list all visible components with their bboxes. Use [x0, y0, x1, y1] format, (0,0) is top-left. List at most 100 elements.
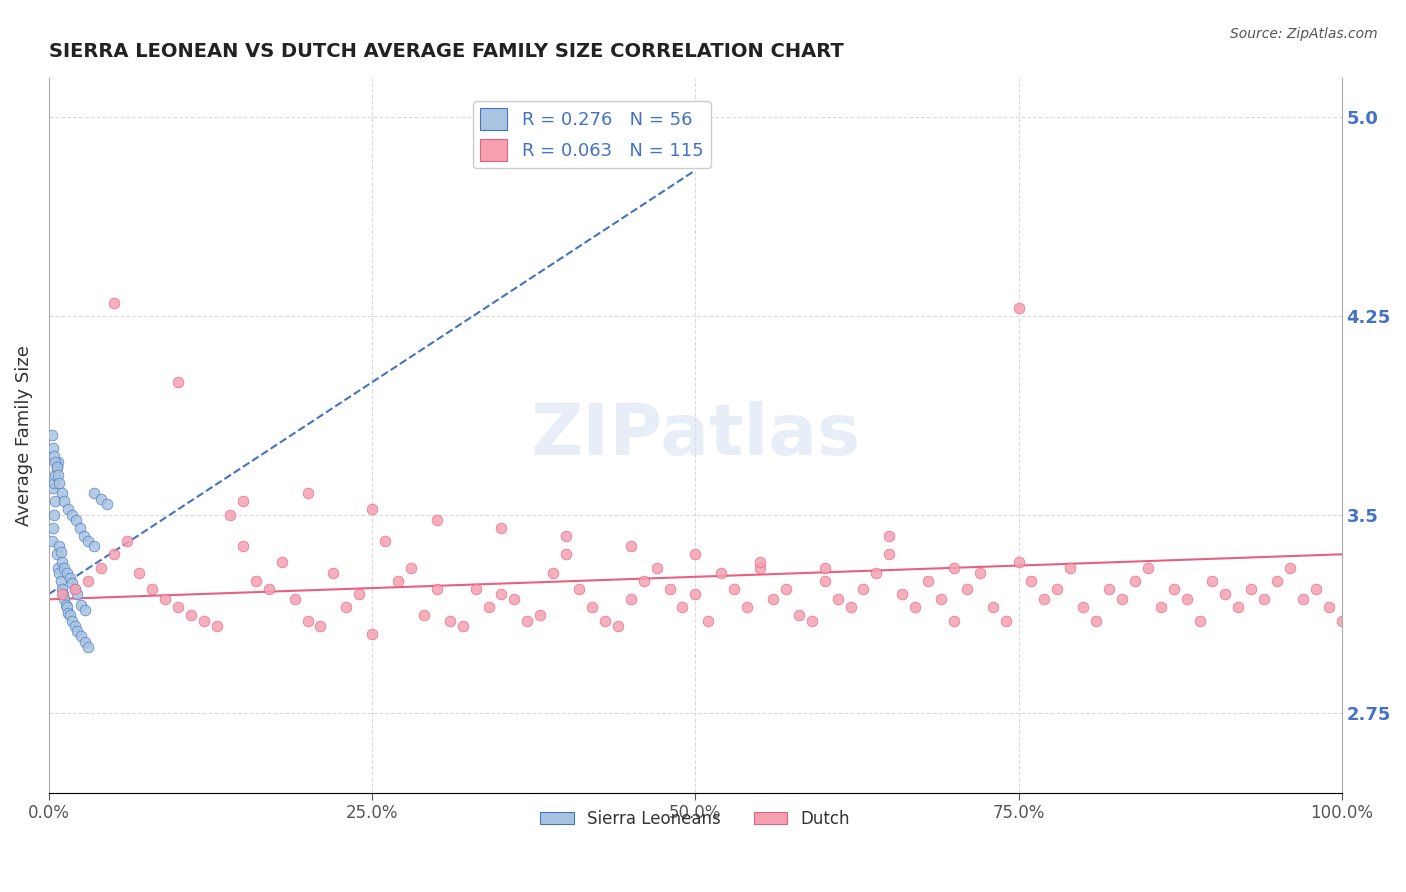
Point	[555, 529, 578, 543]
Point	[1317, 600, 1340, 615]
Point	[44, 475, 66, 490]
Point	[53, 560, 76, 574]
Point	[671, 600, 693, 615]
Point	[1175, 592, 1198, 607]
Point	[568, 582, 591, 596]
Point	[41, 428, 63, 442]
Point	[219, 508, 242, 522]
Point	[491, 587, 513, 601]
Point	[45, 459, 67, 474]
Point	[477, 600, 499, 615]
Point	[52, 587, 75, 601]
Point	[399, 560, 422, 574]
Point	[46, 454, 69, 468]
Point	[42, 521, 65, 535]
Point	[917, 574, 939, 588]
Point	[877, 529, 900, 543]
Point	[645, 560, 668, 574]
Point	[426, 513, 449, 527]
Point	[1007, 301, 1029, 315]
Point	[1215, 587, 1237, 601]
Point	[141, 582, 163, 596]
Point	[1240, 582, 1263, 596]
Point	[387, 574, 409, 588]
Point	[529, 608, 551, 623]
Point	[51, 555, 73, 569]
Point	[839, 600, 862, 615]
Point	[49, 544, 72, 558]
Point	[103, 547, 125, 561]
Point	[45, 459, 67, 474]
Point	[56, 600, 79, 615]
Point	[361, 626, 384, 640]
Point	[658, 582, 681, 596]
Point	[1292, 592, 1315, 607]
Point	[814, 560, 837, 574]
Point	[167, 600, 190, 615]
Point	[994, 614, 1017, 628]
Point	[75, 603, 97, 617]
Point	[1305, 582, 1327, 596]
Point	[76, 534, 98, 549]
Point	[814, 574, 837, 588]
Point	[48, 540, 70, 554]
Point	[76, 574, 98, 588]
Point	[70, 598, 93, 612]
Point	[66, 587, 89, 601]
Point	[749, 555, 772, 569]
Legend: Sierra Leoneans, Dutch: Sierra Leoneans, Dutch	[534, 803, 858, 834]
Point	[827, 592, 849, 607]
Point	[245, 574, 267, 588]
Y-axis label: Average Family Size: Average Family Size	[15, 344, 32, 525]
Point	[464, 582, 486, 596]
Point	[60, 576, 83, 591]
Point	[451, 619, 474, 633]
Point	[63, 582, 86, 596]
Point	[75, 634, 97, 648]
Point	[51, 486, 73, 500]
Point	[167, 375, 190, 389]
Point	[1033, 592, 1056, 607]
Point	[685, 587, 707, 601]
Point	[412, 608, 434, 623]
Point	[787, 608, 810, 623]
Point	[232, 540, 254, 554]
Point	[66, 624, 89, 639]
Point	[44, 450, 66, 464]
Point	[735, 600, 758, 615]
Point	[44, 467, 66, 482]
Point	[929, 592, 952, 607]
Point	[48, 475, 70, 490]
Point	[1123, 574, 1146, 588]
Point	[42, 481, 65, 495]
Point	[90, 491, 112, 506]
Point	[63, 619, 86, 633]
Point	[865, 566, 887, 580]
Point	[48, 566, 70, 580]
Point	[60, 614, 83, 628]
Point	[83, 486, 105, 500]
Point	[60, 508, 83, 522]
Point	[193, 614, 215, 628]
Point	[59, 608, 82, 623]
Point	[426, 582, 449, 596]
Point	[1059, 560, 1081, 574]
Text: ZIPatlas: ZIPatlas	[530, 401, 860, 469]
Point	[297, 486, 319, 500]
Point	[942, 560, 965, 574]
Point	[103, 295, 125, 310]
Point	[90, 560, 112, 574]
Point	[59, 571, 82, 585]
Point	[51, 587, 73, 601]
Point	[53, 592, 76, 607]
Point	[581, 600, 603, 615]
Point	[374, 534, 396, 549]
Point	[1330, 614, 1353, 628]
Text: Source: ZipAtlas.com: Source: ZipAtlas.com	[1230, 27, 1378, 41]
Point	[503, 592, 526, 607]
Point	[852, 582, 875, 596]
Point	[58, 606, 80, 620]
Point	[42, 442, 65, 456]
Point	[942, 614, 965, 628]
Point	[1253, 592, 1275, 607]
